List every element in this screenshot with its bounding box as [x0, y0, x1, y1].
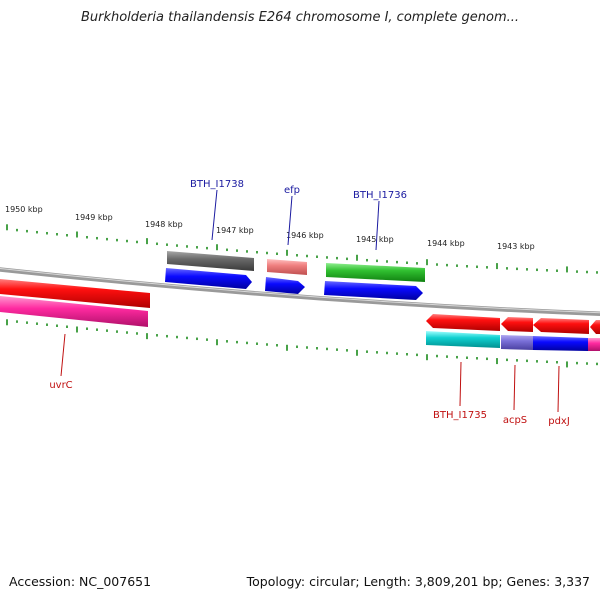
leader-line: [211, 189, 218, 241]
gene-arrow-blue[interactable]: [265, 277, 305, 294]
leader-line: [557, 365, 560, 413]
map-title: Burkholderia thailandensis E264 chromoso…: [80, 10, 520, 25]
kbp-label: 1945 kbp: [356, 235, 394, 244]
kbp-label: 1948 kbp: [145, 220, 183, 229]
gene-label-pdxJ[interactable]: pdxJ: [548, 416, 570, 427]
gene-uvrC[interactable]: [0, 279, 150, 308]
kbp-label: 1949 kbp: [75, 213, 113, 222]
gene-acpS[interactable]: [501, 335, 533, 350]
topology-text: Topology: circular; Length: 3,809,201 bp…: [246, 574, 590, 589]
gene-label-BTH_I1736[interactable]: BTH_I1736: [353, 190, 407, 201]
kbp-label: 1947 kbp: [216, 226, 254, 235]
gene-label-efp[interactable]: efp: [284, 185, 300, 196]
gene-pdxJ[interactable]: [533, 336, 588, 351]
gene-efp[interactable]: [267, 259, 307, 275]
kbp-label: 1950 kbp: [5, 205, 43, 214]
gene-arrow-red[interactable]: [501, 317, 533, 332]
gene-arrow-red[interactable]: [533, 318, 589, 334]
gene-BTH_I1735[interactable]: [426, 331, 500, 348]
leader-line: [375, 200, 380, 251]
genome-backbone: [0, 267, 600, 317]
leader-line: [287, 195, 293, 246]
inner-tick-track: [6, 319, 598, 368]
gene-BTH_I1736[interactable]: [326, 263, 425, 282]
gene-BTH_I1738[interactable]: [167, 251, 254, 271]
leader-line: [60, 333, 66, 377]
leader-line: [459, 361, 462, 407]
kbp-label: 1943 kbp: [497, 242, 535, 251]
gene-label-acpS[interactable]: acpS: [503, 415, 527, 426]
kbp-label: 1946 kbp: [286, 231, 324, 240]
gene-label-BTH_I1735[interactable]: BTH_I1735: [433, 410, 487, 421]
gene-label-BTH_I1738[interactable]: BTH_I1738: [190, 179, 244, 190]
gene-pink-right[interactable]: [588, 338, 600, 351]
gene-arrow-blue[interactable]: [165, 268, 252, 289]
gene-arrow-blue[interactable]: [324, 281, 423, 300]
outer-tick-track: [6, 224, 598, 274]
leader-line: [513, 364, 516, 411]
gene-label-uvrC[interactable]: uvrC: [49, 380, 72, 391]
accession-text: Accession: NC_007651: [9, 574, 152, 589]
gene-arrow-red[interactable]: [426, 314, 500, 331]
kbp-label: 1944 kbp: [427, 239, 465, 248]
gene-arrow-red[interactable]: [590, 320, 600, 334]
gene-pink-left[interactable]: [0, 296, 148, 327]
